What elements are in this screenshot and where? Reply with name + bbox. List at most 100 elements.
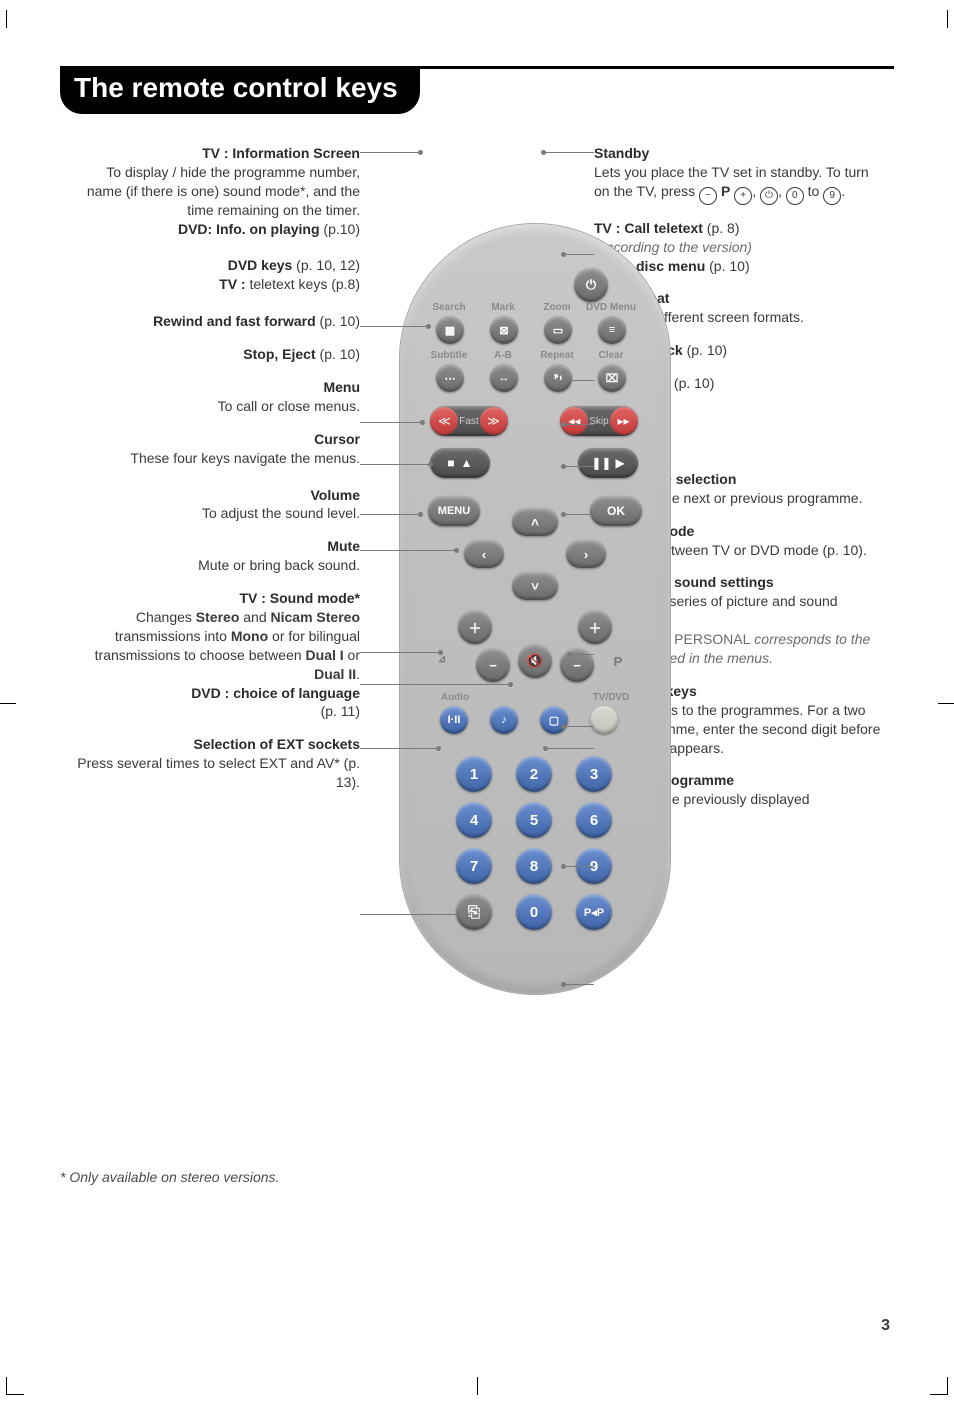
cursor-left: ‹: [464, 540, 504, 568]
text: (p. 8): [703, 220, 740, 236]
label: Repeat: [532, 350, 582, 361]
clear-button: ⌧: [598, 364, 626, 392]
label: Standby: [594, 145, 649, 161]
fast-buttons: ≪ Fast ≫: [430, 406, 508, 436]
label: Search: [424, 302, 474, 313]
audio-button: ♪: [490, 706, 518, 734]
connector: [564, 514, 594, 515]
dvd-menu-button: ≡: [598, 316, 626, 344]
rewind-icon: ≪: [430, 407, 458, 435]
ab-button: ↔: [490, 364, 518, 392]
label: A-B: [478, 350, 528, 361]
num-6: 6: [576, 802, 612, 838]
num-7: 7: [456, 848, 492, 884]
connector: [564, 254, 594, 255]
label: Menu: [323, 379, 360, 395]
connector: [558, 380, 594, 381]
connector: [546, 748, 594, 749]
footnote: * Only available on stereo versions.: [60, 1169, 279, 1185]
label: Subtitle: [424, 350, 474, 361]
vol-symbol: ⊿: [430, 654, 454, 665]
connector: [360, 422, 422, 423]
ext-button: ⎘: [456, 894, 492, 930]
label: Cursor: [314, 431, 360, 447]
tvdvd-button: [590, 706, 618, 734]
label: Selection of EXT sockets: [194, 736, 361, 752]
crop-mark: [918, 1365, 948, 1395]
forward-icon: ≫: [480, 407, 508, 435]
left-column: TV : Information Screen To display / hid…: [60, 144, 360, 806]
skip-back-icon: ◂◂: [560, 407, 588, 435]
label: TV : Information Screen: [202, 145, 360, 161]
mark-button: ⊠: [490, 316, 518, 344]
connector: [360, 550, 456, 551]
crop-mark: [918, 10, 948, 40]
text: (p. 10): [316, 313, 360, 329]
crop-mark: [477, 1377, 478, 1395]
cursor-right: ›: [566, 540, 606, 568]
label: Audio: [430, 692, 480, 703]
connector: [564, 866, 594, 867]
standby-button: ⏻: [574, 268, 608, 302]
num-8: 8: [516, 848, 552, 884]
skip-fwd-icon: ▸▸: [610, 407, 638, 435]
crop-mark: [0, 703, 16, 704]
connector: [360, 748, 438, 749]
label: TV : Sound mode*: [239, 590, 360, 606]
connector: [360, 514, 420, 515]
subtitle-button: ⋯: [436, 364, 464, 392]
connector: [360, 652, 440, 653]
connector: [360, 152, 420, 153]
ok-button: OK: [590, 496, 642, 526]
text: Mute or bring back sound.: [198, 557, 360, 573]
text: (p. 10): [674, 375, 714, 391]
prog-plus: ＋: [578, 610, 612, 644]
skip-buttons: ◂◂ Skip ▸▸: [560, 406, 638, 436]
content-area: TV : Information Screen To display / hid…: [60, 144, 894, 1144]
mode-button: I·II: [440, 706, 468, 734]
pp-button: P◂P: [576, 894, 612, 930]
connector: [564, 984, 594, 985]
label: DVD keys: [228, 257, 293, 273]
text: To display / hide the programme number, …: [87, 164, 360, 218]
vol-plus: ＋: [458, 610, 492, 644]
search-button: ▦: [436, 316, 464, 344]
text: (p. 10): [683, 342, 727, 358]
text: (p.10): [320, 221, 360, 237]
p-symbol: P: [606, 654, 630, 669]
text: Lets you place the TV set in standby. To…: [594, 164, 869, 199]
crop-mark: [938, 703, 954, 704]
text: These four keys navigate the menus.: [130, 450, 360, 466]
label: DVD: Info. on playing: [178, 221, 320, 237]
label: Volume: [310, 487, 360, 503]
stop-icon: ■: [447, 456, 454, 470]
menu-button: MENU: [428, 496, 480, 526]
label: TV :: [219, 276, 249, 292]
text: (p. 10, 12): [292, 257, 360, 273]
cursor-up: ˄: [512, 508, 558, 536]
page-number: 3: [881, 1317, 890, 1335]
connector: [360, 326, 428, 327]
num-3: 3: [576, 756, 612, 792]
mute-button: 🔇: [518, 644, 552, 678]
connector: [360, 464, 430, 465]
num-5: 5: [516, 802, 552, 838]
stop-eject-button: ■▲: [430, 448, 490, 478]
num-1: 1: [456, 756, 492, 792]
connector: [360, 914, 466, 915]
label: DVD Menu: [586, 302, 636, 313]
crop-mark: [6, 10, 36, 40]
text: (p. 10): [705, 258, 749, 274]
connector: [564, 424, 594, 425]
play-pause-button: ❚❚▶: [578, 448, 638, 478]
connector: [570, 654, 594, 655]
text: To adjust the sound level.: [202, 505, 360, 521]
text: Changes Stereo and Nicam Stereo transmis…: [95, 609, 360, 682]
pause-icon: ❚❚: [591, 456, 611, 470]
eject-icon: ▲: [461, 456, 473, 470]
label: Mark: [478, 302, 528, 313]
text: Press several times to select EXT and AV…: [77, 755, 360, 790]
label: TV : Call teletext: [594, 220, 703, 236]
label: Stop, Eject: [243, 346, 315, 362]
label: Clear: [586, 350, 636, 361]
